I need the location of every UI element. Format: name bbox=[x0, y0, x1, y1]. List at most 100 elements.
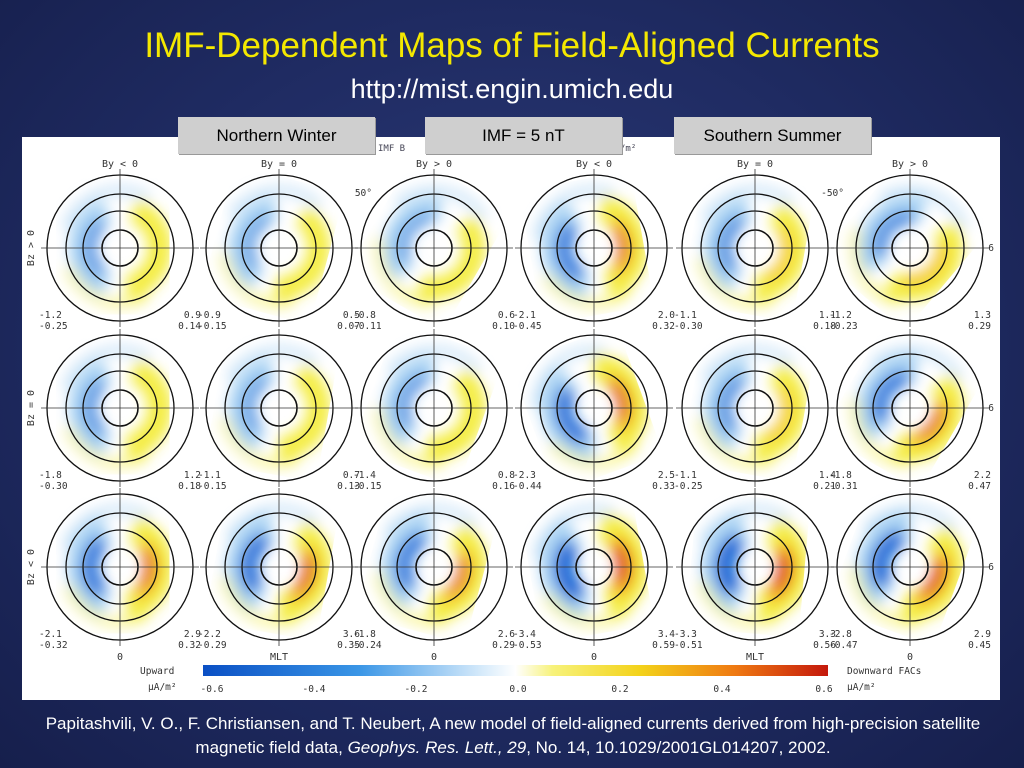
min-value: -2.3 bbox=[513, 470, 536, 481]
min-value-secondary: -0.25 bbox=[674, 481, 703, 492]
downward-current-core bbox=[294, 554, 315, 594]
upward-current-outer bbox=[703, 357, 752, 453]
polar-panel: -0.9-0.15 0.50.07 bbox=[198, 169, 360, 332]
caption-journal: Geophys. Res. Lett., 29 bbox=[347, 738, 527, 757]
current-pattern bbox=[696, 346, 808, 468]
current-pattern bbox=[697, 505, 810, 627]
polar-panel: -2.1-0.45 2.00.32 bbox=[513, 169, 675, 332]
polar-panel: -1.1-0.25 1.40.21 bbox=[674, 329, 836, 492]
row-label: Bz < 0 bbox=[26, 549, 37, 585]
polar-panel: -2.1-0.32 2.90.32 bbox=[39, 488, 201, 651]
bottom-label: MLT bbox=[270, 652, 288, 663]
current-pattern bbox=[696, 186, 808, 308]
upward-current-core bbox=[554, 538, 587, 604]
max-value-secondary: 0.21 bbox=[813, 481, 836, 492]
downward-current-outer bbox=[274, 206, 331, 300]
min-value-secondary: -0.31 bbox=[829, 481, 858, 492]
caption-details: , No. 14, 10.1029/2001GL014207, 2002. bbox=[526, 738, 831, 757]
max-value: 0.6 bbox=[498, 310, 515, 321]
downward-current-outer bbox=[424, 368, 486, 460]
downward-current-outer bbox=[124, 199, 172, 299]
colorbar-right-label: Downward FACs bbox=[847, 666, 921, 677]
min-value-secondary: -0.25 bbox=[39, 321, 68, 332]
max-value: 1.4 bbox=[819, 470, 836, 481]
polar-panel: -1.2-0.23 1.30.29 bbox=[829, 169, 991, 332]
downward-current-outer bbox=[754, 362, 808, 461]
outer-downward-band bbox=[374, 571, 450, 627]
downward-current-outer bbox=[891, 373, 964, 462]
min-value: -1.8 bbox=[829, 470, 852, 481]
max-value: 0.7 bbox=[343, 470, 360, 481]
outer-upward-band bbox=[225, 505, 319, 541]
downward-current-core bbox=[612, 543, 631, 586]
downward-current-outer bbox=[278, 520, 334, 621]
upward-current-outer bbox=[858, 196, 928, 274]
colorbar-tick: 0.0 bbox=[509, 684, 526, 695]
figure-header-partial: IMF B bbox=[378, 144, 405, 154]
upward-current-core bbox=[872, 211, 914, 258]
max-value: 2.2 bbox=[974, 470, 991, 481]
current-pattern bbox=[532, 186, 648, 308]
min-value-secondary: -0.15 bbox=[198, 481, 227, 492]
lat-label-north: 50° bbox=[355, 188, 372, 199]
label-northern-winter: Northern Winter bbox=[178, 117, 375, 154]
current-pattern bbox=[61, 186, 172, 308]
max-value: 3.4 bbox=[658, 629, 675, 640]
outer-upward-band bbox=[701, 346, 795, 382]
max-value: 2.5 bbox=[658, 470, 675, 481]
polar-panel: -1.1-0.30 1.10.18 bbox=[674, 169, 836, 332]
outer-downward-band bbox=[219, 252, 295, 308]
max-value: 2.6 bbox=[498, 629, 515, 640]
outer-upward-band bbox=[225, 346, 319, 382]
max-value-secondary: 0.29 bbox=[492, 640, 515, 651]
max-value: 2.9 bbox=[974, 629, 991, 640]
outer-upward-band bbox=[701, 186, 795, 222]
bottom-label: 0 bbox=[907, 652, 913, 663]
polar-panel: -1.8-0.24 2.60.29 bbox=[353, 488, 515, 651]
upward-current-core bbox=[718, 374, 746, 434]
max-value-secondary: 0.56 bbox=[813, 640, 836, 651]
downward-current-outer bbox=[124, 359, 172, 460]
colorbar-tick: -0.4 bbox=[303, 684, 326, 695]
bottom-label: 0 bbox=[591, 652, 597, 663]
min-value-secondary: -0.15 bbox=[198, 321, 227, 332]
mlt-6-label: 6 bbox=[988, 562, 994, 573]
row-label: Bz > 0 bbox=[26, 230, 37, 266]
max-value: 1.3 bbox=[974, 310, 991, 321]
max-value-secondary: 0.07 bbox=[337, 321, 360, 332]
upward-current-core bbox=[398, 212, 433, 264]
outer-downward-band bbox=[374, 407, 445, 468]
column-header: By > 0 bbox=[416, 159, 452, 170]
min-value: -1.1 bbox=[674, 470, 697, 481]
polar-panel: -3.4-0.53 3.40.59 bbox=[513, 488, 675, 651]
max-value: 0.5 bbox=[343, 310, 360, 321]
upward-current-outer bbox=[228, 358, 276, 452]
max-value: 1.2 bbox=[184, 470, 201, 481]
bottom-label: MLT bbox=[746, 652, 764, 663]
upward-current-core bbox=[718, 214, 746, 274]
outer-downward-band bbox=[64, 265, 150, 308]
slide-title: IMF-Dependent Maps of Field-Aligned Curr… bbox=[144, 26, 880, 65]
current-pattern bbox=[220, 505, 334, 627]
outer-downward-band bbox=[850, 566, 921, 627]
column-header: By > 0 bbox=[892, 159, 928, 170]
min-value-secondary: -0.53 bbox=[513, 640, 542, 651]
min-value: -1.2 bbox=[39, 310, 62, 321]
row-label: Bz = 0 bbox=[26, 390, 37, 426]
polar-panel: -1.8-0.31 2.20.47 bbox=[829, 329, 991, 492]
min-value-secondary: -0.15 bbox=[353, 481, 382, 492]
upward-current-core bbox=[243, 214, 271, 271]
downward-current-outer bbox=[597, 512, 649, 619]
colorbar-tick: 0.2 bbox=[611, 684, 628, 695]
outer-upward-band bbox=[532, 186, 616, 239]
min-value-secondary: -0.44 bbox=[513, 481, 542, 492]
outer-downward-band bbox=[850, 397, 911, 468]
outer-downward-band bbox=[850, 227, 902, 307]
polar-panel: -1.2-0.25 0.90.14 bbox=[39, 169, 201, 332]
figure-header-unit: /m² bbox=[620, 144, 636, 154]
panel-grid: -1.2-0.250.90.14-0.9-0.150.50.07-0.8-0.1… bbox=[39, 169, 994, 651]
bottom-label: 0 bbox=[117, 652, 123, 663]
upward-current-outer bbox=[383, 197, 443, 281]
downward-current-core bbox=[771, 551, 792, 593]
min-value-secondary: -0.47 bbox=[829, 640, 858, 651]
